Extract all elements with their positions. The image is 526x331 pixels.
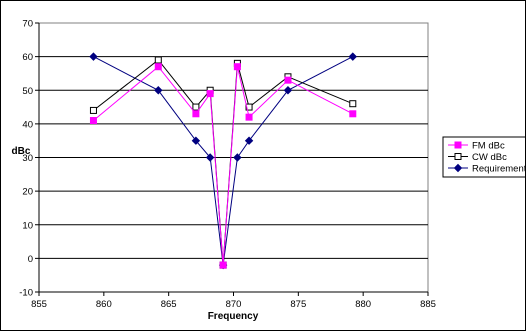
x-axis-title: Frequency bbox=[208, 311, 259, 322]
data-point bbox=[245, 103, 253, 111]
data-point bbox=[192, 110, 200, 118]
legend-marker bbox=[454, 153, 462, 160]
y-tick-label: 50 bbox=[22, 86, 33, 97]
x-tick-label: 865 bbox=[161, 299, 177, 310]
legend-item: FM dBc bbox=[448, 141, 505, 152]
data-point bbox=[191, 136, 201, 145]
data-point bbox=[233, 63, 241, 71]
y-tick-label: 30 bbox=[22, 153, 33, 164]
legend-marker bbox=[454, 141, 462, 149]
x-tick-label: 875 bbox=[290, 299, 306, 310]
x-tick-label: 880 bbox=[355, 299, 371, 310]
data-point bbox=[219, 261, 227, 269]
y-tick-label: 10 bbox=[22, 220, 33, 231]
x-tick-label: 885 bbox=[420, 299, 436, 310]
y-tick-label: -10 bbox=[19, 288, 33, 299]
data-point bbox=[245, 113, 253, 121]
y-tick-label: 40 bbox=[22, 119, 33, 130]
data-point bbox=[284, 76, 292, 84]
y-tick-label: 0 bbox=[28, 254, 33, 265]
data-point bbox=[192, 103, 200, 111]
data-point bbox=[154, 56, 162, 64]
series-layer bbox=[89, 52, 358, 270]
x-tick-label: 855 bbox=[31, 299, 47, 310]
data-point bbox=[154, 63, 162, 71]
legend-item: Requirement bbox=[448, 164, 525, 175]
y-tick-label: 70 bbox=[22, 19, 33, 30]
legend-label: Requirement bbox=[472, 164, 525, 175]
legend-marker bbox=[453, 163, 463, 173]
legend-item: CW dBc bbox=[448, 152, 507, 163]
data-point bbox=[154, 86, 163, 95]
data-point bbox=[349, 110, 357, 118]
data-point bbox=[348, 52, 358, 61]
data-point bbox=[89, 117, 97, 125]
data-point bbox=[349, 100, 357, 108]
legend-label: FM dBc bbox=[472, 141, 505, 152]
legend-label: CW dBc bbox=[472, 152, 507, 163]
axes: -10 0 10 20 30 40 50 60 70 855 860 865 870 875 880 885 bbox=[19, 19, 436, 311]
data-point bbox=[205, 153, 215, 162]
data-point bbox=[233, 153, 242, 162]
y-tick-label: 60 bbox=[22, 52, 33, 63]
data-point bbox=[89, 52, 98, 61]
x-tick-label: 860 bbox=[96, 299, 112, 310]
data-point bbox=[283, 86, 293, 95]
data-point bbox=[206, 90, 214, 98]
x-tick-label: 870 bbox=[226, 299, 242, 310]
data-point bbox=[244, 136, 254, 145]
series-fm-dbc bbox=[89, 63, 357, 269]
data-point bbox=[89, 106, 97, 114]
y-tick-label: 20 bbox=[22, 187, 33, 198]
y-axis-title: dBc bbox=[12, 146, 31, 157]
